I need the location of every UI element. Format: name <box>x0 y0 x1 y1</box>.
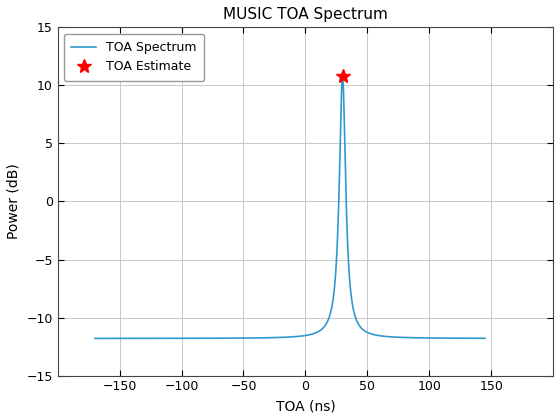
X-axis label: TOA (ns): TOA (ns) <box>276 399 335 413</box>
TOA Spectrum <box>323 322 329 327</box>
Y-axis label: Power (dB): Power (dB) <box>7 163 21 239</box>
TOA Spectrum <box>402 335 408 340</box>
TOA Spectrum <box>111 336 118 341</box>
TOA Spectrum <box>339 74 346 79</box>
TOA Spectrum <box>91 336 98 341</box>
Legend: TOA Spectrum, TOA Estimate: TOA Spectrum, TOA Estimate <box>64 34 204 81</box>
Line: TOA Spectrum: TOA Spectrum <box>95 76 485 339</box>
TOA Spectrum <box>482 336 488 341</box>
Title: MUSIC TOA Spectrum: MUSIC TOA Spectrum <box>223 7 388 22</box>
TOA Spectrum <box>233 336 240 341</box>
TOA Spectrum <box>381 334 388 339</box>
TOA Spectrum <box>339 74 346 79</box>
